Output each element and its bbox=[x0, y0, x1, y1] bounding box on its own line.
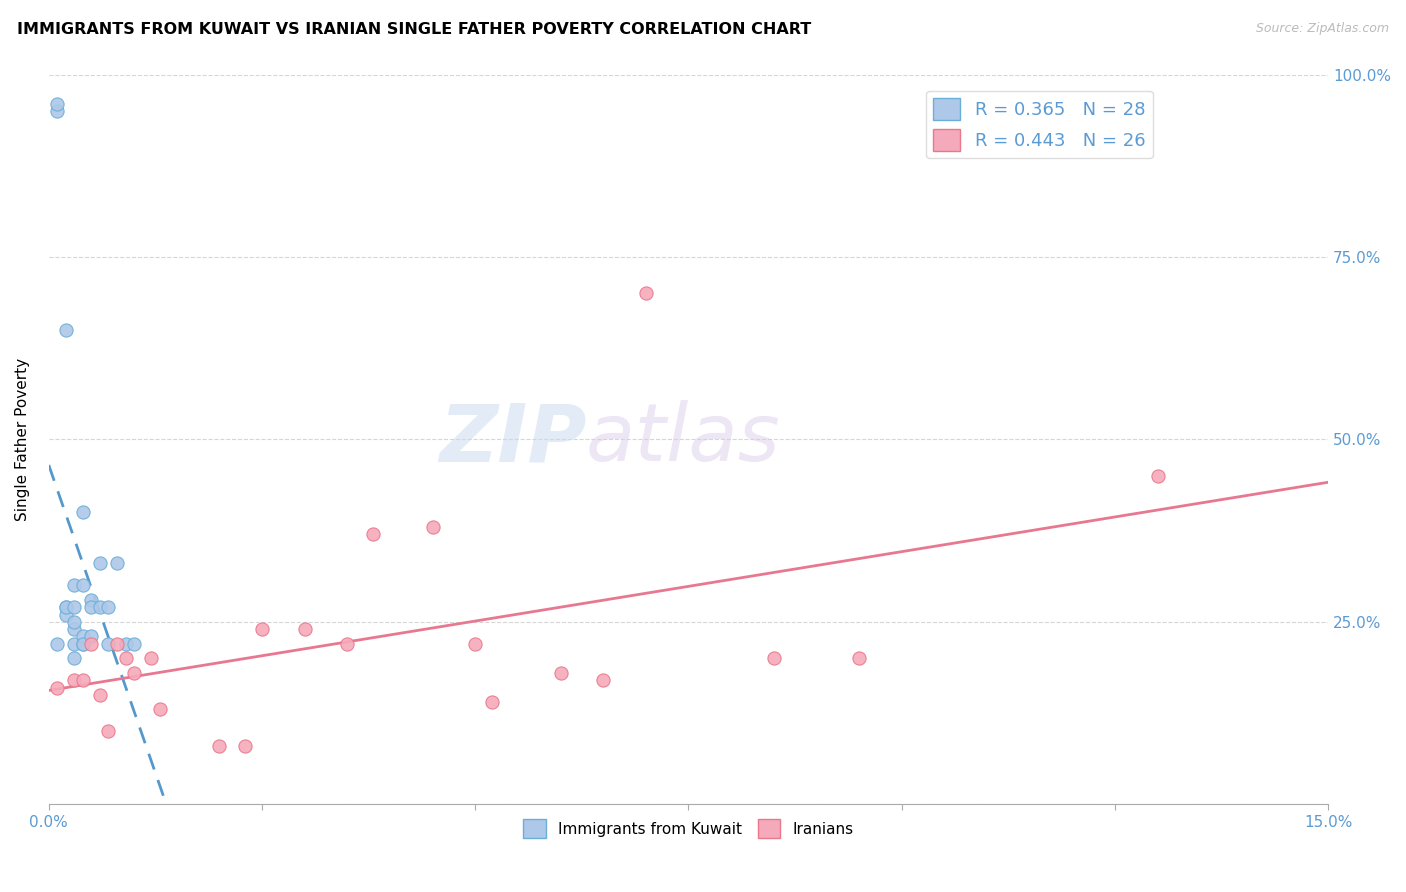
Point bbox=[72, 630, 94, 644]
Point bbox=[481, 695, 503, 709]
Point bbox=[55, 600, 77, 615]
Point bbox=[105, 557, 128, 571]
Point bbox=[422, 520, 444, 534]
Point bbox=[89, 688, 111, 702]
Point bbox=[336, 637, 359, 651]
Point bbox=[46, 681, 69, 695]
Point bbox=[80, 600, 103, 615]
Point bbox=[122, 637, 145, 651]
Legend: Immigrants from Kuwait, Iranians: Immigrants from Kuwait, Iranians bbox=[517, 814, 860, 844]
Point bbox=[294, 622, 316, 636]
Point bbox=[762, 651, 785, 665]
Point bbox=[208, 739, 231, 753]
Point bbox=[89, 600, 111, 615]
Point bbox=[46, 96, 69, 111]
Point bbox=[848, 651, 870, 665]
Point bbox=[55, 600, 77, 615]
Point bbox=[114, 651, 136, 665]
Text: atlas: atlas bbox=[586, 401, 780, 478]
Point bbox=[361, 527, 384, 541]
Point bbox=[72, 505, 94, 519]
Point bbox=[63, 651, 86, 665]
Point bbox=[46, 637, 69, 651]
Point bbox=[233, 739, 256, 753]
Point bbox=[72, 637, 94, 651]
Text: IMMIGRANTS FROM KUWAIT VS IRANIAN SINGLE FATHER POVERTY CORRELATION CHART: IMMIGRANTS FROM KUWAIT VS IRANIAN SINGLE… bbox=[17, 22, 811, 37]
Point bbox=[122, 665, 145, 680]
Point bbox=[114, 637, 136, 651]
Point bbox=[72, 673, 94, 688]
Y-axis label: Single Father Poverty: Single Father Poverty bbox=[15, 358, 30, 521]
Point bbox=[63, 615, 86, 629]
Point bbox=[592, 673, 614, 688]
Text: ZIP: ZIP bbox=[439, 401, 586, 478]
Point bbox=[72, 637, 94, 651]
Point bbox=[63, 600, 86, 615]
Point bbox=[105, 637, 128, 651]
Text: Source: ZipAtlas.com: Source: ZipAtlas.com bbox=[1256, 22, 1389, 36]
Point bbox=[1146, 469, 1168, 483]
Point bbox=[464, 637, 486, 651]
Point bbox=[634, 286, 657, 301]
Point bbox=[55, 323, 77, 337]
Point bbox=[97, 600, 120, 615]
Point bbox=[149, 702, 172, 716]
Point bbox=[55, 607, 77, 622]
Point bbox=[139, 651, 162, 665]
Point bbox=[80, 637, 103, 651]
Point bbox=[63, 622, 86, 636]
Point bbox=[250, 622, 273, 636]
Point bbox=[550, 665, 572, 680]
Point bbox=[63, 637, 86, 651]
Point bbox=[89, 557, 111, 571]
Point bbox=[80, 630, 103, 644]
Point bbox=[63, 578, 86, 592]
Point bbox=[97, 637, 120, 651]
Point bbox=[72, 578, 94, 592]
Point bbox=[63, 673, 86, 688]
Point bbox=[80, 593, 103, 607]
Point bbox=[46, 103, 69, 118]
Point bbox=[97, 724, 120, 739]
